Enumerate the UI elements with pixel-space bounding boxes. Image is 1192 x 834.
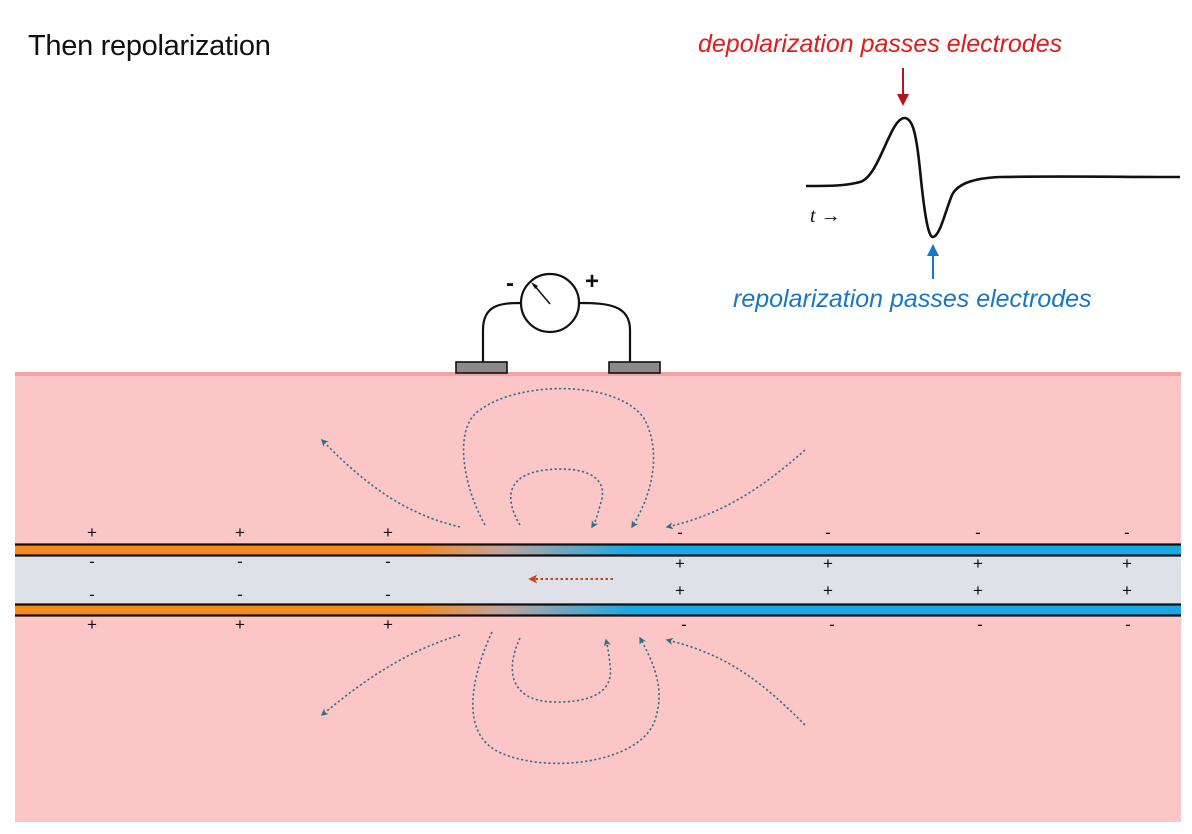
charge-mark: -: [1125, 615, 1131, 634]
depolarization-arrowhead: [897, 94, 909, 106]
charge-mark: +: [1122, 554, 1132, 573]
field-line: [510, 468, 604, 529]
charge-mark: -: [1124, 523, 1130, 542]
charge-mark: -: [975, 523, 981, 542]
field-line: [472, 631, 660, 765]
waveform-trace: [805, 116, 1181, 239]
repolarization-label: repolarization passes electrodes: [733, 285, 1092, 313]
charge-mark: -: [89, 552, 95, 571]
charge-mark: -: [385, 552, 391, 571]
repolarization-arrowhead: [927, 244, 939, 256]
lead-wire-right: [578, 301, 632, 363]
field-line: [321, 438, 461, 528]
charge-mark: +: [675, 554, 685, 573]
charge-mark: +: [973, 581, 983, 600]
charge-mark: +: [235, 615, 245, 634]
meter-plus-label: +: [585, 268, 600, 295]
current-field-lines: [320, 387, 806, 765]
membrane-charges: + + + - - - - - - + + + - - - - + + + + …: [87, 523, 1132, 634]
recording-setup: [455, 272, 661, 374]
charge-mark: +: [973, 554, 983, 573]
time-axis-label: t →: [810, 205, 841, 227]
charge-mark: +: [675, 581, 685, 600]
charge-mark: +: [383, 523, 393, 542]
charge-mark: -: [825, 523, 831, 542]
meter-minus-label: -: [506, 270, 514, 297]
charge-mark: -: [977, 615, 983, 634]
charge-mark: -: [237, 585, 243, 604]
field-line: [320, 634, 461, 716]
lower-membrane: [15, 604, 1181, 615]
charge-mark: -: [89, 585, 95, 604]
charge-mark: -: [385, 585, 391, 604]
field-line: [511, 637, 612, 703]
field-line: [462, 387, 655, 529]
charge-mark: +: [823, 554, 833, 573]
charge-mark: -: [677, 523, 683, 542]
charge-mark: +: [383, 615, 393, 634]
field-line: [665, 637, 806, 726]
charge-mark: +: [87, 615, 97, 634]
slide-title: Then repolarization: [28, 30, 271, 62]
charge-mark: -: [829, 615, 835, 634]
voltmeter-needle-tip: [531, 282, 538, 289]
charge-mark: +: [235, 523, 245, 542]
upper-membrane: [15, 545, 1181, 556]
tissue-surface: [15, 372, 1181, 376]
depolarization-label: depolarization passes electrodes: [698, 30, 1063, 58]
field-line: [665, 449, 806, 530]
voltmeter-needle: [533, 284, 551, 305]
electrode-left: [455, 361, 508, 374]
charge-mark: +: [823, 581, 833, 600]
charge-mark: -: [681, 615, 687, 634]
charge-mark: -: [237, 552, 243, 571]
charge-mark: +: [1122, 581, 1132, 600]
lead-wire-left: [481, 301, 522, 363]
electrode-right: [608, 361, 661, 374]
charge-mark: +: [87, 523, 97, 542]
